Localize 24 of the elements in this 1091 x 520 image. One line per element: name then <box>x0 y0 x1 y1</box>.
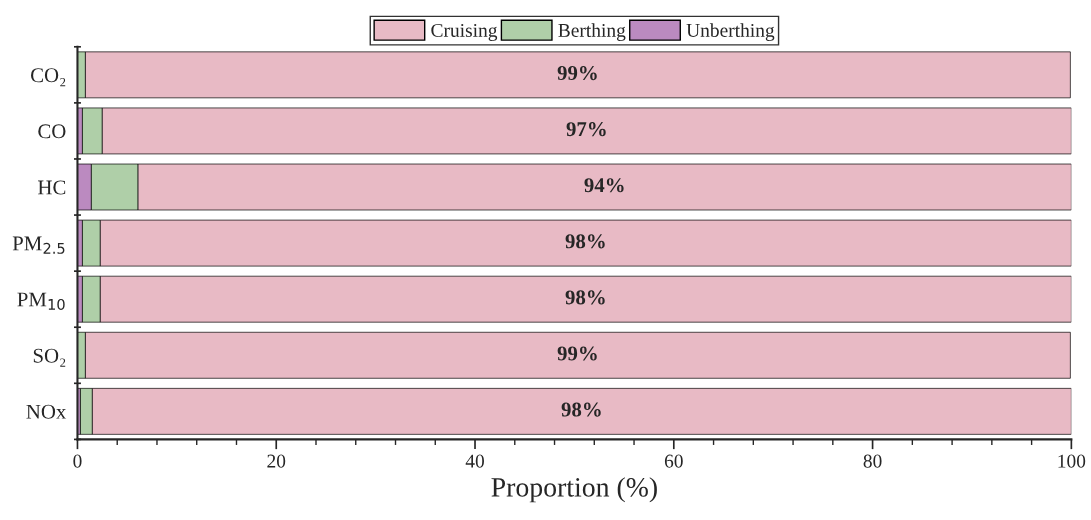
y-tick-label: CO <box>38 124 66 139</box>
x-tick-label: 100 <box>1058 454 1086 468</box>
data-label: 98% <box>565 290 605 305</box>
x-tick-label: 80 <box>863 454 882 468</box>
x-tick-label: 0 <box>73 454 82 468</box>
legend-label: Cruising <box>431 23 498 41</box>
legend-label: Unberthing <box>686 23 775 41</box>
y-tick-label: SO₂ <box>33 348 66 367</box>
data-label: 99% <box>557 346 597 361</box>
data-label: 97% <box>566 122 606 137</box>
x-tick-label: 40 <box>465 454 484 468</box>
data-label: 98% <box>561 402 601 417</box>
legend-label: Berthing <box>558 23 626 41</box>
x-axis-title: Proportion (%) <box>491 477 657 503</box>
y-tick-label: CO₂ <box>31 68 66 87</box>
data-label: 98% <box>565 234 605 249</box>
y-tick-label: PM$_{2.5}$ <box>12 236 65 254</box>
y-tick-label: NOx <box>26 404 67 419</box>
data-label: 99% <box>557 66 597 81</box>
x-tick-label: 20 <box>267 454 286 468</box>
y-tick-label: PM$_{10}$ <box>17 292 65 310</box>
x-tick-label: 60 <box>664 454 683 468</box>
data-label: 94% <box>584 178 624 193</box>
y-tick-label: HC <box>38 180 66 195</box>
